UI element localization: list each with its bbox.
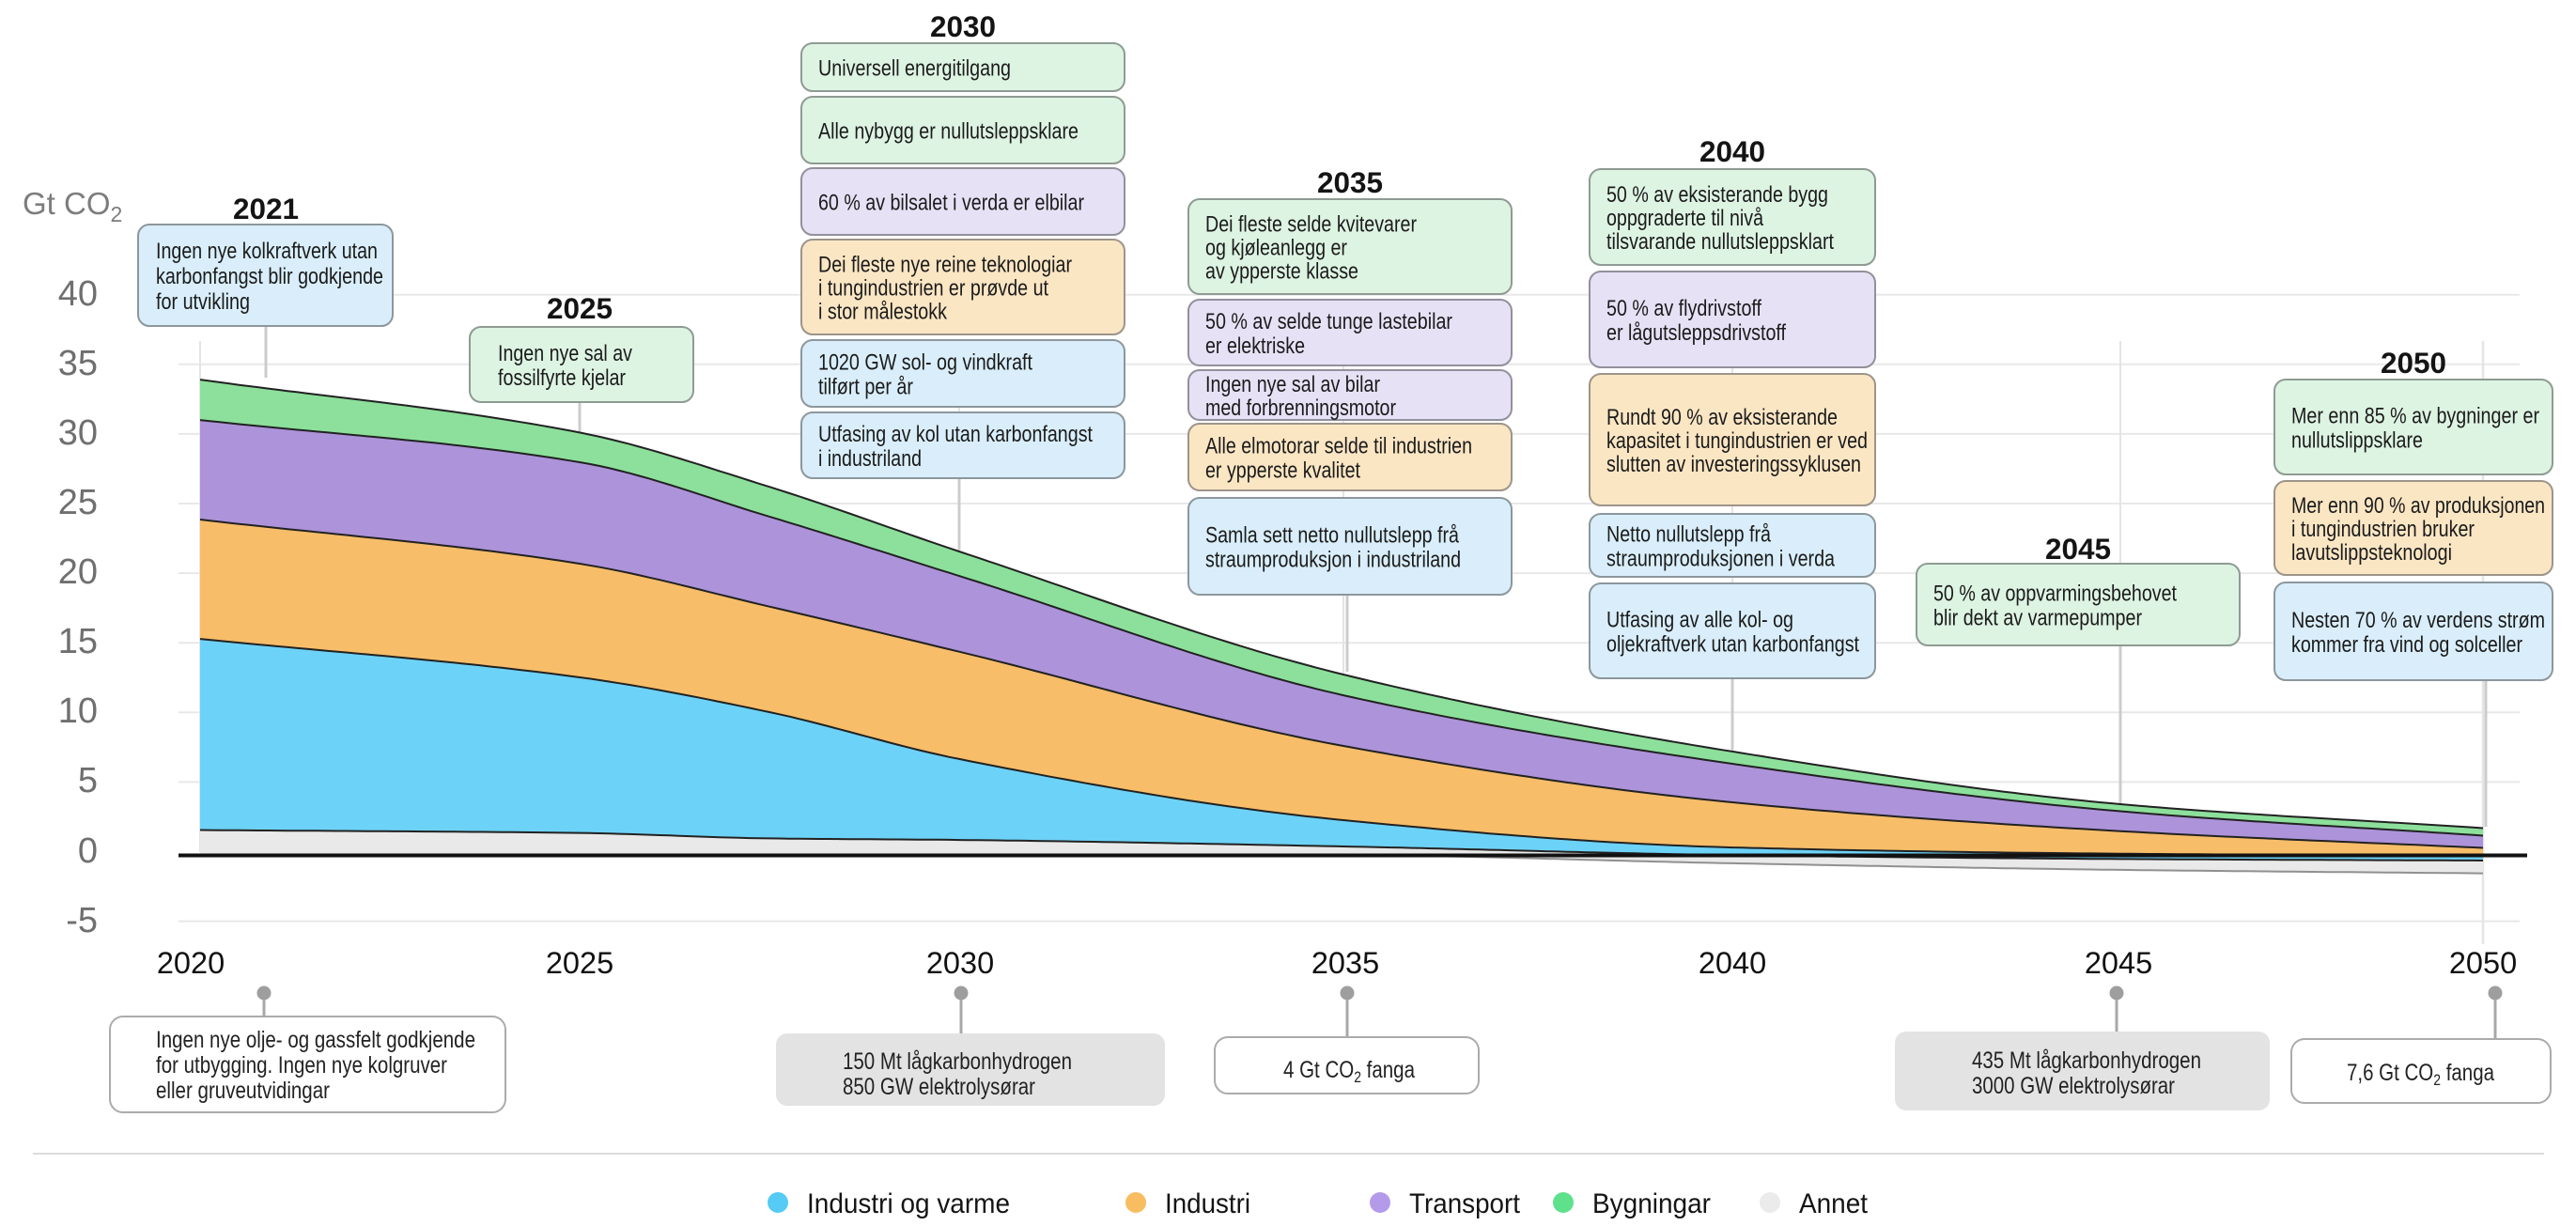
svg-text:25: 25: [58, 483, 98, 522]
svg-text:50 % av flydrivstoff: 50 % av flydrivstoff: [1606, 296, 1761, 321]
svg-text:med forbrenningsmotor: med forbrenningsmotor: [1205, 396, 1396, 421]
svg-text:Universell energitilgang: Universell energitilgang: [818, 56, 1011, 82]
svg-text:straumproduksjonen i verda: straumproduksjonen i verda: [1606, 547, 1836, 572]
svg-text:kapasitet i tungindustrien er: kapasitet i tungindustrien er ved: [1606, 428, 1868, 454]
svg-text:i industriland: i industriland: [818, 446, 922, 472]
svg-text:1020 GW sol- og vindkraft: 1020 GW sol- og vindkraft: [818, 350, 1032, 376]
svg-text:2040: 2040: [1699, 134, 1765, 168]
svg-text:blir dekt av varmepumper: blir dekt av varmepumper: [1933, 606, 2142, 631]
svg-text:2045: 2045: [2085, 946, 2152, 980]
svg-text:tilsvarande nullutsleppsklart: tilsvarande nullutsleppsklart: [1606, 229, 1834, 255]
svg-text:og kjøleanlegg er: og kjøleanlegg er: [1205, 236, 1347, 261]
svg-text:30: 30: [58, 413, 98, 453]
svg-text:40: 40: [58, 274, 98, 314]
svg-text:50 % av oppvarmingsbehovet: 50 % av oppvarmingsbehovet: [1933, 582, 2177, 607]
svg-text:Dei fleste selde kvitevarer: Dei fleste selde kvitevarer: [1205, 212, 1417, 238]
svg-text:2030: 2030: [926, 946, 994, 980]
svg-text:5: 5: [78, 761, 98, 800]
svg-text:Nesten 70 % av verdens strøm: Nesten 70 % av verdens strøm: [2291, 608, 2545, 633]
svg-text:435 Mt lågkarbonhydrogen: 435 Mt lågkarbonhydrogen: [1972, 1048, 2201, 1074]
svg-text:150 Mt lågkarbonhydrogen: 150 Mt lågkarbonhydrogen: [843, 1048, 1072, 1075]
svg-text:2035: 2035: [1311, 946, 1379, 980]
svg-text:15: 15: [58, 622, 98, 661]
svg-text:Alle elmotorar selde til indus: Alle elmotorar selde til industrien: [1205, 434, 1472, 459]
svg-text:Dei fleste nye reine teknologi: Dei fleste nye reine teknologiar: [818, 253, 1072, 278]
svg-text:oljekraftverk utan karbonfangs: oljekraftverk utan karbonfangst: [1606, 632, 1859, 658]
svg-text:i tungindustrien er prøvde ut: i tungindustrien er prøvde ut: [818, 276, 1048, 302]
svg-text:2050: 2050: [2449, 946, 2517, 980]
svg-text:4 Gt CO2 fanga: 4 Gt CO2 fanga: [1283, 1057, 1415, 1086]
svg-text:for utvikling: for utvikling: [156, 289, 250, 315]
svg-text:i stor målestokk: i stor målestokk: [818, 300, 948, 325]
svg-text:2045: 2045: [2045, 532, 2111, 566]
svg-text:tilført per år: tilført per år: [818, 375, 913, 400]
svg-text:eller gruveutvidingar: eller gruveutvidingar: [156, 1078, 330, 1104]
svg-text:oppgraderte til nivå: oppgraderte til nivå: [1606, 206, 1764, 231]
svg-text:straumproduksjon i industrilan: straumproduksjon i industriland: [1205, 548, 1461, 573]
svg-text:Mer enn 85 % av bygninger er: Mer enn 85 % av bygninger er: [2291, 404, 2539, 429]
svg-text:lavutslippsteknologi: lavutslippsteknologi: [2291, 540, 2452, 566]
svg-text:Transport: Transport: [1409, 1188, 1521, 1219]
svg-text:60 % av bilsalet i verda er el: 60 % av bilsalet i verda er elbilar: [818, 191, 1084, 216]
svg-text:av ypperste klasse: av ypperste klasse: [1205, 259, 1358, 285]
svg-text:-5: -5: [66, 901, 98, 940]
svg-text:Ingen nye sal av: Ingen nye sal av: [498, 341, 632, 366]
svg-text:50 % av eksisterande bygg: 50 % av eksisterande bygg: [1606, 182, 1828, 208]
svg-text:7,6 Gt CO2 fanga: 7,6 Gt CO2 fanga: [2347, 1060, 2494, 1089]
svg-text:Bygningar: Bygningar: [1592, 1188, 1711, 1219]
svg-text:i tungindustrien bruker: i tungindustrien bruker: [2291, 517, 2475, 542]
svg-text:Annet: Annet: [1799, 1188, 1869, 1219]
svg-text:er elektriske: er elektriske: [1205, 334, 1305, 359]
svg-text:Utfasing av kol utan karbonfan: Utfasing av kol utan karbonfangst: [818, 422, 1093, 447]
svg-text:Samla sett netto nullutslepp f: Samla sett netto nullutslepp frå: [1205, 523, 1460, 549]
svg-text:10: 10: [58, 691, 98, 731]
svg-text:Utfasing av alle kol- og: Utfasing av alle kol- og: [1606, 608, 1793, 633]
svg-text:2040: 2040: [1699, 946, 1766, 980]
svg-text:Ingen nye olje- og gassfelt go: Ingen nye olje- og gassfelt godkjende: [156, 1027, 475, 1053]
svg-text:Ingen nye kolkraftverk utan: Ingen nye kolkraftverk utan: [156, 239, 378, 264]
svg-text:Industri og varme: Industri og varme: [807, 1188, 1010, 1219]
svg-text:Netto nullutslepp frå: Netto nullutslepp frå: [1606, 522, 1772, 548]
svg-text:Rundt 90 % av eksisterande: Rundt 90 % av eksisterande: [1606, 405, 1838, 430]
svg-text:er lågutsleppsdrivstoff: er lågutsleppsdrivstoff: [1606, 320, 1786, 346]
svg-text:850 GW elektrolysørar: 850 GW elektrolysørar: [843, 1074, 1035, 1100]
svg-text:0: 0: [78, 831, 98, 871]
svg-text:Ingen nye sal av bilar: Ingen nye sal av bilar: [1205, 372, 1380, 397]
svg-text:Alle nybygg er nullutsleppskla: Alle nybygg er nullutsleppsklare: [818, 119, 1079, 145]
svg-text:2025: 2025: [547, 291, 613, 325]
svg-text:2021: 2021: [233, 192, 299, 225]
svg-text:20: 20: [58, 552, 98, 592]
svg-text:2035: 2035: [1317, 165, 1383, 199]
svg-text:2050: 2050: [2381, 346, 2446, 380]
svg-text:er ypperste kvalitet: er ypperste kvalitet: [1205, 458, 1360, 484]
svg-text:karbonfangst blir godkjende: karbonfangst blir godkjende: [156, 264, 383, 289]
svg-text:35: 35: [58, 344, 98, 383]
svg-text:for utbygging. Ingen nye kolgr: for utbygging. Ingen nye kolgruver: [156, 1052, 447, 1079]
svg-text:2030: 2030: [930, 9, 996, 43]
svg-text:Mer enn 90 % av produksjonen: Mer enn 90 % av produksjonen: [2291, 493, 2545, 519]
svg-text:2025: 2025: [546, 946, 613, 980]
svg-text:50 % av selde tunge lastebilar: 50 % av selde tunge lastebilar: [1205, 309, 1452, 334]
svg-text:3000 GW elektrolysørar: 3000 GW elektrolysørar: [1972, 1073, 2175, 1099]
svg-text:kommer fra vind og solceller: kommer fra vind og solceller: [2291, 632, 2522, 658]
svg-text:Gt CO2: Gt CO2: [23, 186, 122, 226]
svg-text:2020: 2020: [157, 946, 225, 980]
svg-text:Industri: Industri: [1165, 1188, 1250, 1219]
svg-text:nullutslippsklare: nullutslippsklare: [2291, 428, 2423, 454]
svg-text:fossilfyrte kjelar: fossilfyrte kjelar: [498, 365, 626, 391]
svg-text:slutten av investeringssykluse: slutten av investeringssyklusen: [1606, 452, 1861, 477]
